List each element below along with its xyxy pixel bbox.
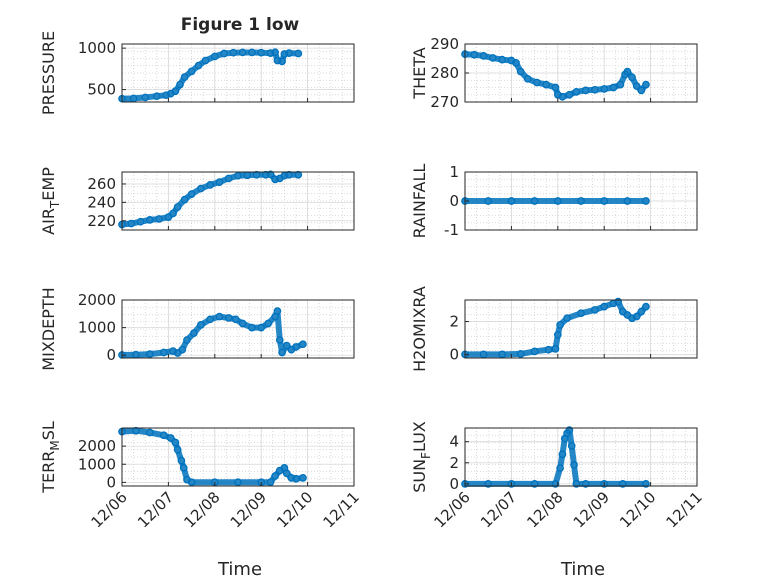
data-series-band (462, 51, 649, 100)
x-tick-label: 12/10 (273, 488, 316, 531)
y-tick-label: 290 (430, 35, 459, 53)
x-axis-label-right: Time (560, 559, 605, 580)
plot-area (122, 300, 354, 358)
ylabel-part: SL (39, 421, 58, 440)
axes-box (121, 43, 355, 103)
y-tick-label: 4 (449, 433, 459, 451)
ylabel-subscript: F (419, 452, 433, 459)
x-tick-label: 12/10 (616, 488, 659, 531)
subplot-h2omixra: 0 2 H2OMIXRA (410, 286, 698, 372)
axes-box (464, 299, 698, 359)
y-tick-label: 1 (449, 163, 459, 181)
x-tick-label: 12/08 (523, 488, 566, 531)
data-series-band (119, 171, 302, 228)
y-tick-label: 2 (449, 454, 459, 472)
y-tick-label: 0 (106, 346, 116, 364)
subplot-mixdepth: 0 1000 2000 MIXDEPTH (39, 287, 355, 371)
ylabel-part: SUN (410, 459, 429, 493)
y-tick-label: 2000 (78, 437, 116, 455)
data-series-band (462, 298, 649, 358)
x-tick-label: 12/11 (663, 488, 706, 531)
x-tick-label: 12/09 (227, 488, 270, 531)
ylabel-part: AIR (39, 208, 58, 235)
x-tick-label: 12/07 (134, 488, 177, 531)
y-tick-label: 0 (106, 473, 116, 491)
x-tick-label: 12/07 (477, 488, 520, 531)
x-tick-label: 12/08 (180, 488, 223, 531)
y-axis-label: MIXDEPTH (39, 287, 58, 370)
plot-area (465, 300, 697, 358)
ylabel-part: TERR (39, 451, 58, 494)
y-axis-label: TERRMSL (39, 421, 62, 494)
y-tick-label: 0 (449, 475, 459, 493)
data-series-band (119, 427, 306, 486)
plot-area (465, 428, 697, 486)
y-tick-label: -1 (444, 221, 459, 239)
subplot-pressure: 500 1000 PRESSURE (39, 31, 355, 115)
y-axis-label: PRESSURE (39, 31, 58, 115)
subplot-rainfall: -1 0 1 RAINFALL (410, 163, 698, 239)
y-tick-label: 0 (449, 192, 459, 210)
y-tick-label: 1000 (78, 319, 116, 337)
figure-title: Figure 1 low (181, 15, 300, 35)
y-tick-label: 0 (449, 346, 459, 364)
y-tick-label: 2000 (78, 291, 116, 309)
axes-box (121, 171, 355, 231)
y-tick-label: 500 (87, 81, 116, 99)
ylabel-part: EMP (39, 167, 58, 201)
x-tick-label: 12/09 (570, 488, 613, 531)
y-tick-label: 240 (87, 193, 116, 211)
ylabel-subscript: T (48, 200, 62, 209)
y-tick-label: 2 (449, 313, 459, 331)
y-tick-label: 270 (430, 93, 459, 111)
ylabel-subscript: M (48, 440, 62, 450)
y-axis-label: RAINFALL (410, 164, 429, 239)
y-tick-label: 1000 (78, 39, 116, 57)
y-tick-label: 1000 (78, 455, 116, 473)
y-axis-label: THETA (410, 47, 429, 99)
axes-box (121, 299, 355, 359)
x-axis-label-left: Time (217, 559, 262, 580)
data-series-band (462, 427, 649, 487)
y-axis-label: SUNFLUX (410, 421, 433, 493)
data-series-band (119, 49, 302, 102)
y-tick-label: 280 (430, 64, 459, 82)
axes-box (464, 427, 698, 487)
y-tick-label: 220 (87, 212, 116, 230)
data-series-band (119, 308, 306, 358)
y-axis-label: H2OMIXRA (410, 286, 429, 372)
x-tick-label: 12/11 (320, 488, 363, 531)
y-axis-label: AIRTEMP (39, 167, 62, 235)
y-tick-label: 260 (87, 175, 116, 193)
ylabel-part: LUX (410, 421, 429, 452)
axes-box (121, 427, 355, 487)
x-tick-label: 12/06 (88, 488, 131, 531)
x-tick-label: 12/06 (431, 488, 474, 531)
